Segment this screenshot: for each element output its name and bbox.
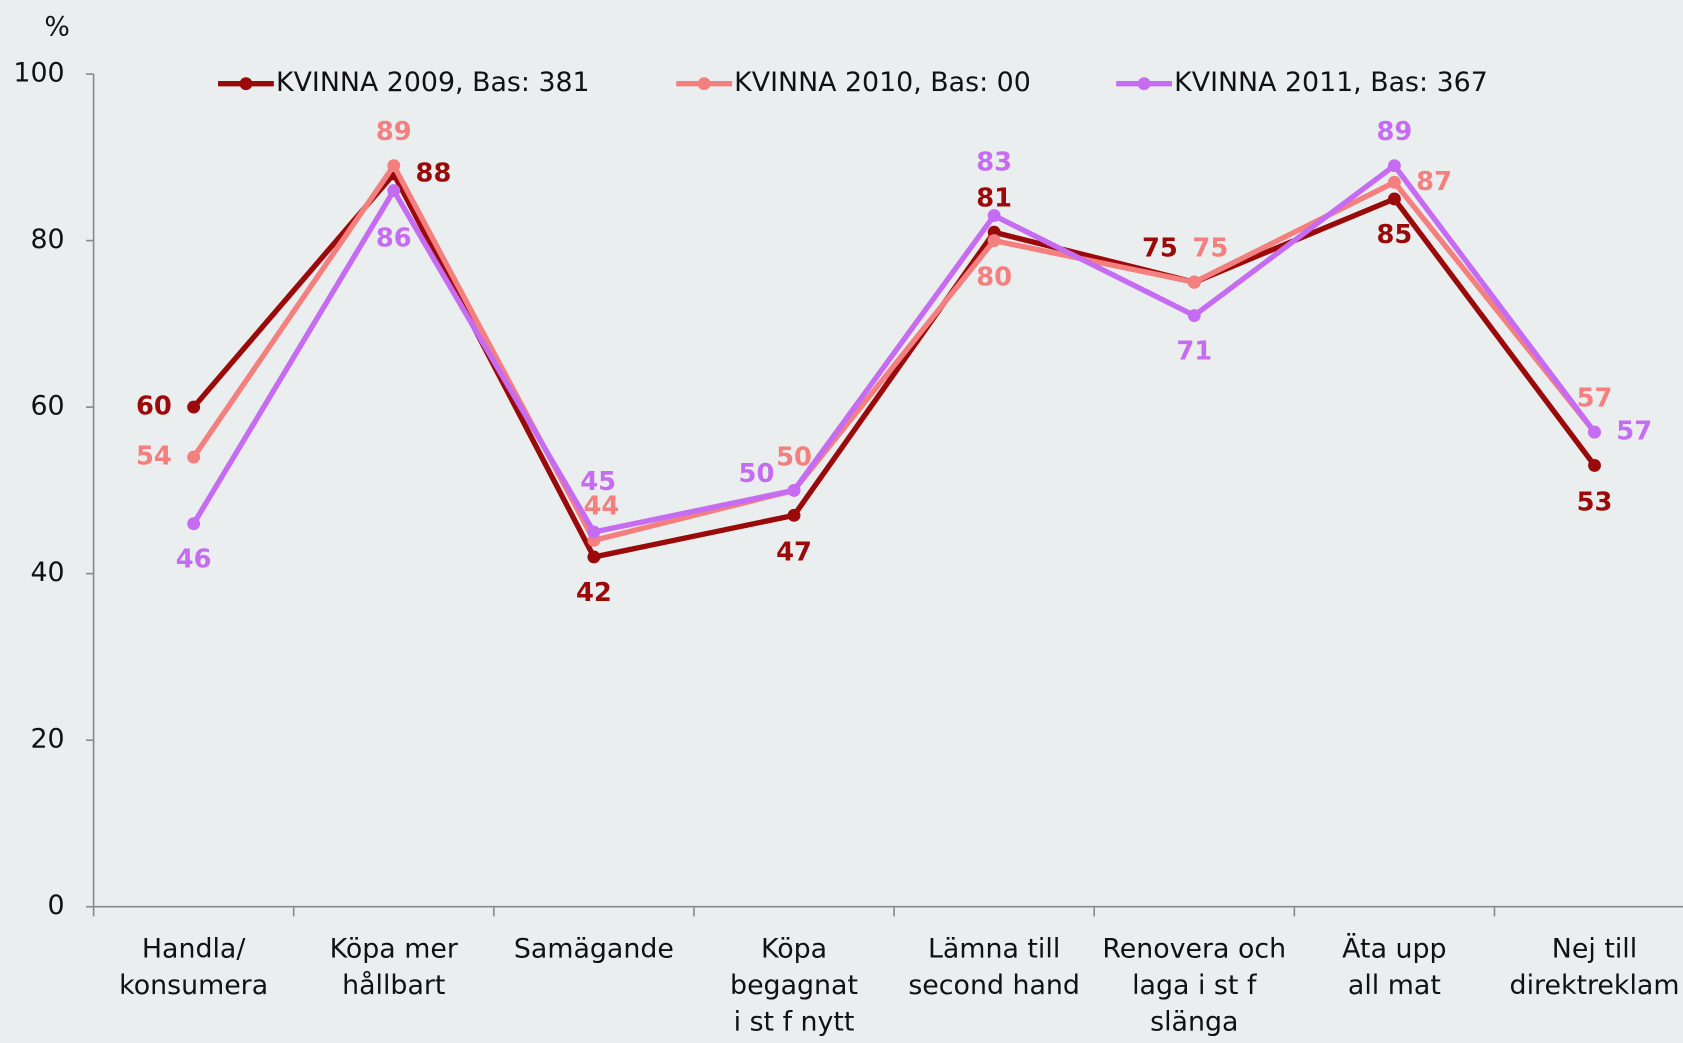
point xyxy=(187,517,201,531)
y-tick-label: 100 xyxy=(13,58,64,89)
data-label: 75 xyxy=(1142,233,1178,263)
point xyxy=(1187,309,1201,322)
data-label: 47 xyxy=(776,537,812,567)
x-tick-label: Nej till direktreklam xyxy=(1510,933,1680,1000)
point xyxy=(1387,159,1401,173)
series-line xyxy=(191,162,1597,544)
point xyxy=(1588,458,1601,472)
point xyxy=(1387,175,1401,189)
data-label: 87 xyxy=(1416,167,1452,197)
point xyxy=(787,483,801,497)
point xyxy=(587,525,601,539)
data-label: 46 xyxy=(176,545,212,575)
y-tick-label: 20 xyxy=(30,724,64,755)
point xyxy=(587,550,601,564)
x-tick-label: Äta upp all mat xyxy=(1342,932,1446,1000)
data-label: 89 xyxy=(376,117,412,147)
data-label: 80 xyxy=(976,263,1012,293)
data-label: 57 xyxy=(1616,417,1652,447)
y-tick-label: 40 xyxy=(30,557,64,588)
data-label: 89 xyxy=(1376,117,1412,147)
data-label: 44 xyxy=(583,492,619,522)
x-tick-label: Lämna till second hand xyxy=(908,933,1080,1000)
data-label: 50 xyxy=(739,459,775,489)
x-tick-label: Köpa mer hållbart xyxy=(330,933,459,1000)
data-label: 42 xyxy=(576,578,612,608)
data-label: 57 xyxy=(1577,383,1613,413)
point xyxy=(987,234,1001,248)
data-label: 75 xyxy=(1192,233,1228,263)
x-tick-label: Handla/konsumera xyxy=(119,933,268,1000)
legend-marker xyxy=(1137,77,1151,91)
y-tick-label: 60 xyxy=(30,391,64,422)
point xyxy=(987,209,1001,223)
legend-marker xyxy=(697,77,711,91)
x-tick-label: Samägande xyxy=(514,933,674,964)
point xyxy=(787,508,801,522)
series-line xyxy=(191,171,1597,560)
data-label: 86 xyxy=(376,223,412,253)
point xyxy=(1588,425,1601,439)
data-label: 50 xyxy=(776,443,812,473)
point xyxy=(387,159,401,173)
data-label: 88 xyxy=(416,158,452,188)
y-tick-label: 80 xyxy=(30,224,64,255)
x-tick-label: Köpa begagnat i st f nytt xyxy=(730,933,858,1037)
point xyxy=(1187,275,1201,289)
point xyxy=(387,184,401,198)
point xyxy=(1387,192,1401,206)
y-tick-label: 0 xyxy=(48,890,65,921)
x-tick-label: Renovera och laga i st f slänga xyxy=(1102,933,1286,1037)
data-label: 85 xyxy=(1376,220,1412,250)
legend-label: KVINNA 2009, Bas: 381 xyxy=(276,67,590,98)
legend-label: KVINNA 2011, Bas: 367 xyxy=(1174,67,1488,98)
point xyxy=(187,400,201,414)
data-label: 60 xyxy=(136,392,172,422)
data-label: 45 xyxy=(580,467,616,497)
legend-label: KVINNA 2010, Bas: 00 xyxy=(734,67,1031,98)
data-label: 71 xyxy=(1176,337,1212,367)
legend-marker xyxy=(239,77,253,91)
point xyxy=(187,450,201,464)
data-label: 81 xyxy=(976,183,1012,213)
series-line xyxy=(191,162,1597,535)
data-label: 53 xyxy=(1577,487,1613,517)
data-label: 83 xyxy=(976,148,1012,178)
data-label: 54 xyxy=(136,442,172,472)
y-axis-label: % xyxy=(44,11,69,42)
